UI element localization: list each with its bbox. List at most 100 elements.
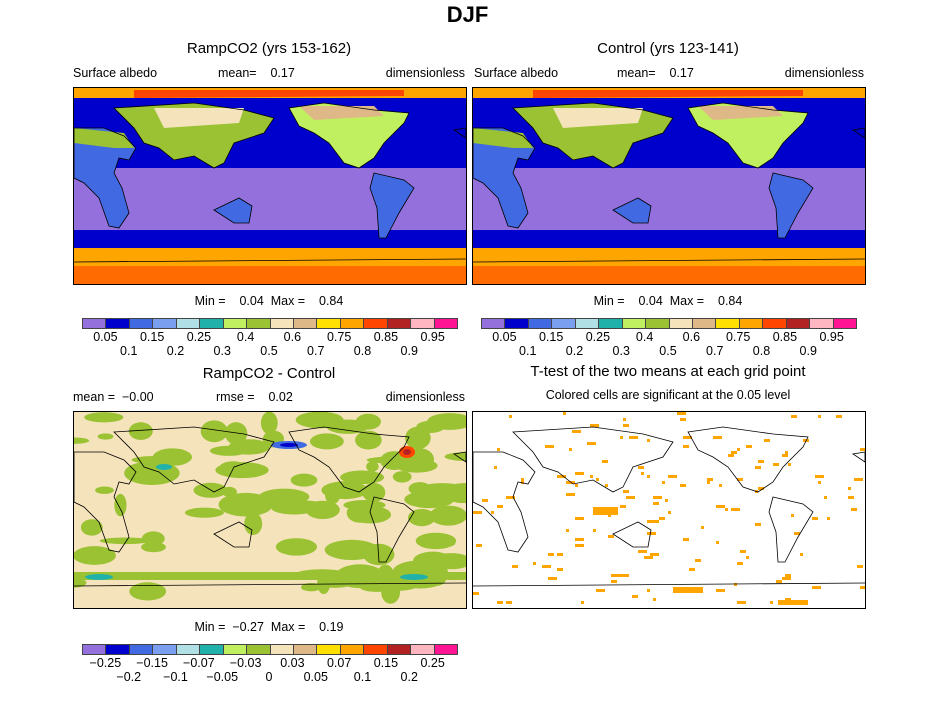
significant-cell: [716, 505, 725, 508]
colorbar-tick-label: 0.95: [420, 330, 445, 344]
significant-cell: [860, 448, 865, 451]
colorbar-swatch: [528, 319, 553, 328]
colorbar-difference-labels: −0.25 −0.2 −0.15 −0.1 −0.07 −0.05 −0.03 0 0.03 0.…: [82, 656, 502, 684]
significant-cell: [581, 601, 584, 604]
significant-cell: [737, 478, 743, 481]
coastline: [452, 451, 466, 463]
colorbar-tick-label: 0.95: [819, 330, 844, 344]
diff-region: [362, 483, 386, 502]
significant-cell: [638, 466, 644, 469]
significant-cell: [734, 583, 737, 586]
colorbar-swatch: [200, 645, 224, 654]
colorbar-swatch: [505, 319, 529, 328]
coastline: [74, 127, 137, 229]
diff-region: [275, 538, 317, 556]
diff-region: [435, 538, 456, 548]
colorbar-swatch: [622, 319, 647, 328]
significant-cell: [644, 556, 653, 559]
map-control-albedo: [472, 87, 866, 285]
diff-region: [310, 433, 344, 450]
colorbar-tick-label: 0.3: [612, 344, 630, 358]
colorbar-tick-label: 0.85: [772, 330, 798, 344]
colorbar-tick-label: 0.03: [280, 656, 305, 670]
significant-cell: [737, 601, 746, 604]
significant-cell: [653, 496, 662, 499]
diff-region: [355, 413, 381, 430]
significant-cell: [482, 499, 488, 502]
panel-control-variable: Surface albedo: [474, 66, 559, 80]
colorbar-swatch: [340, 319, 365, 328]
colorbar-swatch: [129, 319, 154, 328]
colorbar-swatch: [223, 319, 248, 328]
significant-cell: [683, 436, 692, 439]
significant-cell: [473, 592, 479, 595]
coastline: [512, 102, 674, 169]
significant-cell: [653, 520, 659, 523]
significant-cell: [815, 475, 824, 478]
diff-region: [348, 506, 392, 524]
colorbar-swatch: [106, 319, 130, 328]
diff-region: [184, 507, 224, 518]
diff-region: [74, 437, 90, 444]
significant-cell: [623, 424, 629, 427]
colorbar-swatch: [364, 319, 388, 328]
colorbar-swatch: [176, 319, 201, 328]
colorbar-swatch: [434, 319, 457, 328]
colorbar-swatch: [200, 319, 224, 328]
colorbar-tick-label: 0.8: [752, 344, 771, 358]
significant-cell: [716, 589, 725, 592]
significant-cell: [572, 430, 581, 433]
colorbar-tick-label: 0.1: [353, 670, 372, 684]
colorbar-tick-label: −0.07: [183, 656, 215, 670]
significant-cell: [680, 484, 686, 487]
colorbar-tick-label: 0.6: [682, 330, 701, 344]
diff-region: [97, 433, 114, 440]
significant-cell: [755, 523, 761, 526]
significant-cell: [770, 601, 773, 604]
significant-cell: [473, 511, 482, 514]
significant-cell: [497, 601, 503, 604]
colorbar-swatch: [340, 645, 365, 654]
significant-cell: [746, 556, 749, 559]
colorbar-swatch: [552, 319, 576, 328]
colorbar-swatch: [317, 645, 341, 654]
colorbar-difference: [82, 644, 458, 655]
diff-region: [343, 500, 386, 511]
coastline: [512, 426, 674, 493]
significant-cell: [647, 589, 650, 592]
significant-cell: [764, 439, 770, 442]
coastline: [74, 451, 137, 553]
map-difference: [73, 411, 467, 609]
significant-cell: [632, 595, 638, 598]
diff-region: [260, 412, 278, 435]
coastline: [213, 521, 253, 548]
significant-cell: [785, 574, 791, 577]
colorbar-tick-label: 0.3: [213, 344, 231, 358]
map-rampco2-albedo: [73, 87, 467, 285]
colorbar-tick-label: 0.05: [93, 330, 118, 344]
diff-region: [129, 582, 167, 601]
significant-cell: [812, 517, 818, 520]
diff-region: [408, 482, 431, 496]
coastline: [213, 197, 253, 224]
significant-cell: [782, 454, 788, 457]
colorbar-tick-label: 0.2: [400, 670, 418, 684]
diff-region: [152, 448, 192, 466]
significant-cell: [545, 445, 554, 448]
colorbar-swatch: [247, 319, 271, 328]
colorbar-tick-label: 0.4: [635, 330, 654, 344]
colorbar-tick-label: 0.1: [120, 344, 138, 358]
colorbar-swatch: [692, 319, 717, 328]
colorbar-tick-label: 0.8: [353, 344, 372, 358]
significant-cell: [638, 550, 647, 553]
coastline: [288, 426, 410, 493]
diff-region: [128, 422, 153, 440]
significant-cell: [497, 505, 503, 508]
significant-cell: [785, 598, 791, 601]
coastline: [288, 102, 410, 169]
panel-ttest-title: T-test of the two means at each grid poi…: [530, 363, 806, 380]
significant-cell: [836, 415, 839, 418]
significant-cell: [662, 481, 665, 484]
significant-cell: [755, 466, 761, 469]
significant-cell: [737, 562, 743, 565]
